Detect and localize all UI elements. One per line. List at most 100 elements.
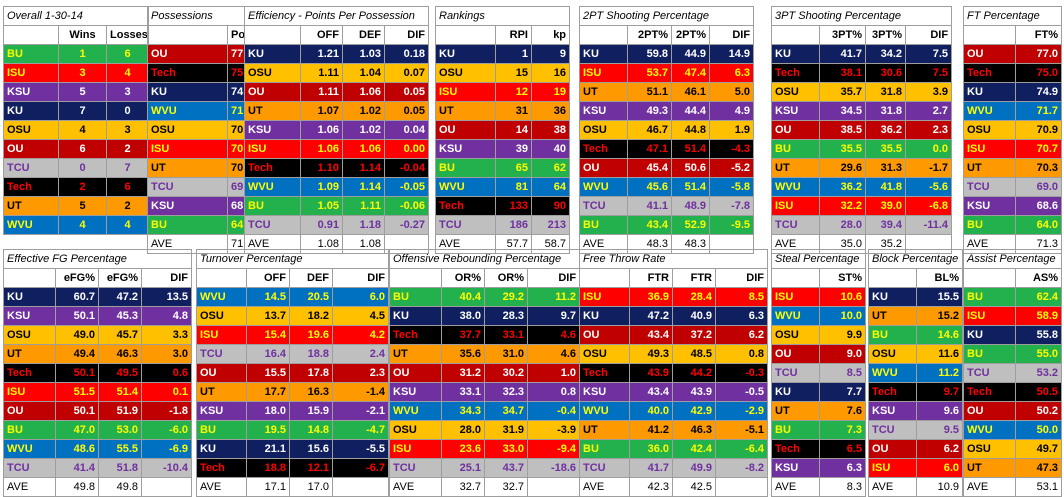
stat-value: -9.5: [708, 215, 755, 235]
blk-title-row: Block Percentage: [868, 249, 963, 269]
average-label: AVE: [435, 234, 496, 254]
stat-value: 31.3: [865, 158, 906, 178]
efg-title: Effective FG Percentage: [2, 249, 193, 269]
stat-value: 42.9: [672, 401, 716, 421]
table-row: TCU 41.7 49.9 -8.2: [579, 458, 769, 478]
stat-value: 6.0: [916, 458, 963, 478]
stat-value: 44.2: [672, 363, 716, 383]
blk-header-row: BL%: [868, 268, 963, 288]
average-label: AVE: [579, 477, 630, 497]
stat-value: 31.0: [484, 344, 528, 364]
table-row: Tech 2 6: [3, 177, 149, 197]
stat-value: 20.5: [289, 287, 333, 307]
stat-value: 1.14: [342, 177, 385, 197]
team-name: TCU: [196, 344, 247, 364]
table-row: KU 7 0: [3, 101, 149, 121]
stat-value: 59.8: [627, 44, 672, 64]
stat-value: 69.0: [226, 177, 246, 197]
team-name: BU: [579, 215, 628, 235]
ftr-title-row: Free Throw Rate: [578, 249, 769, 269]
team-name: KSU: [435, 139, 496, 159]
team-name: KSU: [579, 382, 630, 402]
stat-value: 21.1: [246, 439, 290, 459]
average-value: 42.5: [672, 477, 716, 497]
stat-value: -2.1: [331, 401, 390, 421]
stat-value: 16.3: [289, 382, 333, 402]
table-row: KU 1 9: [435, 44, 571, 64]
stat-value: 0.00: [383, 139, 430, 159]
team-name: OSU: [579, 120, 628, 140]
stat-value: 69.0: [1014, 177, 1063, 197]
stat-value: 50.5: [1015, 382, 1062, 402]
stat-value: 12: [495, 82, 532, 102]
team-name: KU: [3, 287, 56, 307]
team-name: KSU: [244, 120, 301, 140]
stl-title-row: Steal Percentage: [770, 249, 867, 269]
team-name: Tech: [771, 439, 820, 459]
table-row: WVU 36.2 41.8 -5.6: [771, 177, 953, 197]
poss-title: Possessions: [146, 6, 246, 26]
stat-value: 4.6: [526, 344, 581, 364]
stat-value: -0.04: [383, 158, 430, 178]
stat-value: 1.03: [342, 44, 385, 64]
table-row: OSU 15 16: [435, 63, 571, 83]
stat-value: 1.06: [300, 139, 343, 159]
to-average-row: AVE 17.1 17.0: [196, 477, 390, 497]
stat-value: 0.05: [383, 82, 430, 102]
rank-header-row: RPI kp: [435, 25, 571, 45]
team-name: UT: [196, 382, 247, 402]
stat-value: 0.04: [383, 120, 430, 140]
team-name: BU: [963, 344, 1016, 364]
stat-value: 2.7: [904, 101, 953, 121]
stat-value: -10.4: [140, 458, 193, 478]
team-name: UT: [579, 420, 630, 440]
stat-value: 19: [530, 82, 571, 102]
stat-value: 1.02: [342, 101, 385, 121]
stat-value: 49.0: [55, 325, 99, 345]
to-col-header: [196, 268, 247, 288]
average-value: 42.3: [629, 477, 673, 497]
ft-col-header: [963, 25, 1016, 45]
efg-col-header: eFG%: [98, 268, 142, 288]
table-row: KSU 6.3: [771, 458, 867, 478]
stat-value: 31.9: [484, 420, 528, 440]
table-row: UT 51.1 46.1 5.0: [579, 82, 755, 102]
overall-title-row: Overall 1-30-14: [3, 6, 149, 26]
stat-value: -8.2: [714, 458, 769, 478]
p3-header-row: 3PT% 3PT% DIF: [771, 25, 953, 45]
stat-value: -5.5: [331, 439, 390, 459]
table-row: Tech 50.5: [963, 382, 1062, 402]
table-row: ISU 32.2 39.0 -6.8: [771, 196, 953, 216]
stat-value: 77.5: [226, 44, 246, 64]
ast-col-header: [963, 268, 1016, 288]
oreb-col-header: DIF: [526, 268, 581, 288]
ft-title-row: FT Percentage: [962, 6, 1063, 26]
team-name: Tech: [244, 158, 301, 178]
ft-table: FT Percentage FT% OU 77.0 Tech 75.0 KU 74.9 WVU 7…: [962, 6, 1063, 254]
rank-title-row: Rankings: [434, 6, 571, 26]
team-name: WVU: [3, 439, 56, 459]
stat-value: 51.4: [671, 139, 710, 159]
table-row: OSU 4 3: [3, 120, 149, 140]
stat-value: 51.5: [55, 382, 99, 402]
stat-value: 9: [530, 44, 571, 64]
team-name: OU: [3, 139, 59, 159]
stat-value: -11.4: [904, 215, 953, 235]
stat-value: 43.4: [629, 325, 673, 345]
stat-value: -0.06: [383, 196, 430, 216]
table-row: OU 15.5 17.8 2.3: [196, 363, 390, 383]
table-row: Tech 47.1 51.4 -4.3: [579, 139, 755, 159]
stat-value: 42.4: [672, 439, 716, 459]
stat-value: 4: [106, 215, 149, 235]
team-name: ISU: [963, 139, 1016, 159]
team-name: KSU: [196, 401, 247, 421]
stat-value: 35.6: [441, 344, 485, 364]
team-name: WVU: [3, 215, 59, 235]
stat-value: 9.0: [818, 344, 867, 364]
table-row: TCU 0.91 1.18 -0.27: [244, 215, 430, 235]
stl-table: Steal Percentage ST% ISU 10.6 WVU 10.0 OSU 9.9 O…: [770, 249, 867, 497]
stat-value: -5.6: [904, 177, 953, 197]
